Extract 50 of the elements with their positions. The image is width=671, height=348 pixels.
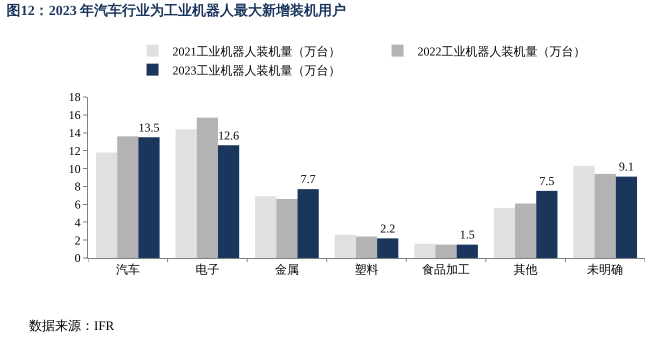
bar: [255, 196, 276, 258]
data-label: 7.7: [300, 172, 316, 186]
bar: [456, 244, 478, 258]
y-tick-label: 12: [68, 144, 81, 158]
y-tick-label: 4: [74, 215, 81, 230]
data-label: 1.5: [460, 228, 475, 242]
y-tick-label: 6: [74, 198, 81, 212]
data-label: 12.6: [218, 128, 240, 142]
bar: [494, 208, 516, 258]
bar: [594, 174, 616, 258]
y-tick-label: 16: [68, 108, 81, 122]
x-tick-label: 食品加工: [422, 262, 470, 276]
x-tick-label: 其他: [514, 262, 538, 276]
bar: [573, 166, 595, 258]
bar: [138, 137, 160, 258]
y-tick-label: 18: [68, 90, 81, 104]
bar: [298, 189, 319, 258]
data-label: 7.5: [539, 174, 554, 188]
data-label: 2.2: [380, 221, 396, 236]
y-tick-label: 2: [74, 233, 81, 248]
bar: [414, 244, 436, 258]
legend-label: 2023工业机器人装机量（万台）: [172, 63, 341, 78]
x-tick-label: 电子: [195, 262, 220, 276]
legend-label: 2021工业机器人装机量（万台）: [172, 44, 341, 58]
bar: [218, 145, 240, 258]
data-label: 13.5: [138, 120, 160, 134]
bar: [117, 136, 138, 258]
x-tick-label: 塑料: [354, 262, 378, 276]
bar: [536, 190, 558, 258]
source-note: 数据来源：IFR: [29, 318, 115, 333]
x-tick-label: 汽车: [116, 262, 140, 276]
bar: [176, 129, 197, 258]
bar: [356, 236, 378, 258]
bar: [616, 176, 638, 258]
data-label: 9.1: [618, 160, 634, 174]
bar: [96, 152, 118, 258]
y-tick-label: 14: [68, 126, 81, 140]
bar: [334, 234, 356, 258]
bar: [276, 198, 298, 258]
legend-label: 2022工业机器人装机量（万台）: [418, 44, 586, 58]
x-tick-label: 未明确: [587, 262, 624, 276]
y-tick-label: 0: [74, 251, 81, 266]
x-tick-label: 金属: [274, 262, 299, 276]
bar: [377, 238, 398, 258]
chart-title: 图12：2023 年汽车行业为工业机器人最大新增装机用户: [6, 2, 346, 20]
bar: [435, 244, 457, 258]
bar: [196, 118, 218, 258]
y-tick-label: 10: [68, 162, 81, 176]
bar: [515, 203, 536, 258]
y-tick-label: 8: [74, 180, 81, 194]
